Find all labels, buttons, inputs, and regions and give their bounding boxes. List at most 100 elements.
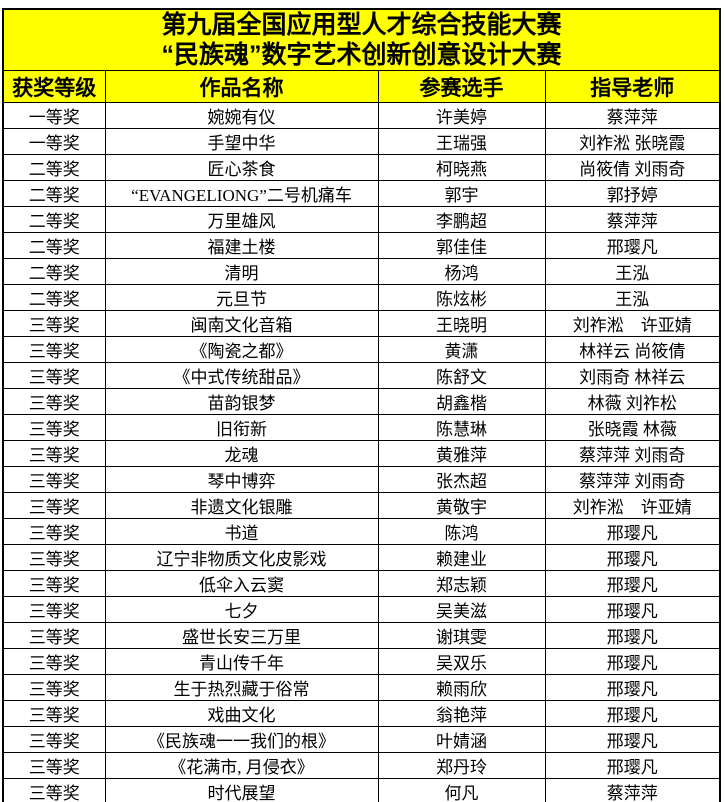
- teacher-cell: 邢璎凡: [544, 700, 721, 727]
- work-name-cell: 苗韵银梦: [104, 388, 379, 415]
- column-header-award-level: 获奖等级: [2, 70, 106, 103]
- table-row: 二等奖 福建土楼 郭佳佳 邢璎凡: [2, 232, 721, 259]
- header-row: 获奖等级 作品名称 参赛选手 指导老师: [2, 70, 721, 103]
- work-name-cell: 福建土楼: [104, 232, 379, 259]
- table-row: 三等奖 辽宁非物质文化皮影戏 赖建业 邢璎凡: [2, 544, 721, 571]
- teacher-cell: 邢璎凡: [544, 570, 721, 597]
- teacher-cell: 林祥云 尚筱倩: [544, 336, 721, 363]
- column-header-work-name: 作品名称: [104, 70, 379, 103]
- teacher-cell: 刘祚淞 许亚婧: [544, 492, 721, 519]
- work-name-cell: 青山传千年: [104, 648, 379, 675]
- contestant-cell: 赖建业: [377, 544, 546, 571]
- table-row: 三等奖 青山传千年 吴双乐 邢璎凡: [2, 648, 721, 675]
- title-line-2: “民族魂”数字艺术创新创意设计大赛: [161, 41, 562, 69]
- award-level-cell: 三等奖: [2, 440, 106, 467]
- award-level-cell: 三等奖: [2, 778, 106, 802]
- teacher-cell: 邢璎凡: [544, 518, 721, 545]
- table-row: 一等奖 手望中华 王瑞强 刘祚淞 张晓霞: [2, 128, 721, 155]
- work-name-cell: 旧衔新: [104, 414, 379, 441]
- contestant-cell: 翁艳萍: [377, 700, 546, 727]
- table-row: 二等奖 万里雄风 李鹏超 蔡萍萍: [2, 206, 721, 233]
- contestant-cell: 何凡: [377, 778, 546, 802]
- teacher-cell: 刘雨奇 林祥云: [544, 362, 721, 389]
- work-name-cell: 手望中华: [104, 128, 379, 155]
- award-level-cell: 二等奖: [2, 154, 106, 181]
- contestant-cell: 李鹏超: [377, 206, 546, 233]
- table-row: 三等奖 非遗文化银雕 黄敬宇 刘祚淞 许亚婧: [2, 492, 721, 519]
- award-level-cell: 三等奖: [2, 492, 106, 519]
- table-row: 二等奖 元旦节 陈炫彬 王泓: [2, 284, 721, 311]
- table-row: 三等奖 时代展望 何凡 蔡萍萍: [2, 778, 721, 802]
- contestant-cell: 柯晓燕: [377, 154, 546, 181]
- table-row: 三等奖 旧衔新 陈慧琳 张晓霞 林薇: [2, 414, 721, 441]
- teacher-cell: 刘祚淞 张晓霞: [544, 128, 721, 155]
- contestant-cell: 黄潇: [377, 336, 546, 363]
- award-level-cell: 三等奖: [2, 362, 106, 389]
- work-name-cell: 《中式传统甜品》: [104, 362, 379, 389]
- work-name-cell: 万里雄风: [104, 206, 379, 233]
- contestant-cell: 郭佳佳: [377, 232, 546, 259]
- award-level-cell: 三等奖: [2, 674, 106, 701]
- work-name-cell: 低伞入云窦: [104, 570, 379, 597]
- teacher-cell: 蔡萍萍: [544, 206, 721, 233]
- work-name-cell: 非遗文化银雕: [104, 492, 379, 519]
- award-level-cell: 二等奖: [2, 232, 106, 259]
- table-row: 三等奖 七夕 吴美滋 邢璎凡: [2, 596, 721, 623]
- teacher-cell: 刘祚淞 许亚婧: [544, 310, 721, 337]
- award-level-cell: 三等奖: [2, 726, 106, 753]
- award-level-cell: 一等奖: [2, 128, 106, 155]
- work-name-cell: 七夕: [104, 596, 379, 623]
- work-name-cell: 生于热烈藏于俗常: [104, 674, 379, 701]
- contestant-cell: 胡鑫楷: [377, 388, 546, 415]
- awards-table: 第九届全国应用型人才综合技能大赛 “民族魂”数字艺术创新创意设计大赛 获奖等级 …: [2, 8, 722, 802]
- contestant-cell: 吴美滋: [377, 596, 546, 623]
- contestant-cell: 郑志颖: [377, 570, 546, 597]
- table-row: 二等奖 匠心茶食 柯晓燕 尚筱倩 刘雨奇: [2, 154, 721, 181]
- teacher-cell: 林薇 刘祚松: [544, 388, 721, 415]
- award-level-cell: 三等奖: [2, 700, 106, 727]
- teacher-cell: 邢璎凡: [544, 544, 721, 571]
- teacher-cell: 张晓霞 林薇: [544, 414, 721, 441]
- work-name-cell: 婉婉有仪: [104, 102, 379, 129]
- teacher-cell: 邢璎凡: [544, 726, 721, 753]
- teacher-cell: 邢璎凡: [544, 232, 721, 259]
- teacher-cell: 邢璎凡: [544, 596, 721, 623]
- work-name-cell: 盛世长安三万里: [104, 622, 379, 649]
- contestant-cell: 王晓明: [377, 310, 546, 337]
- teacher-cell: 蔡萍萍: [544, 102, 721, 129]
- work-name-cell: 辽宁非物质文化皮影戏: [104, 544, 379, 571]
- column-header-teacher: 指导老师: [544, 70, 721, 103]
- contestant-cell: 王瑞强: [377, 128, 546, 155]
- award-level-cell: 三等奖: [2, 544, 106, 571]
- award-level-cell: 三等奖: [2, 414, 106, 441]
- contestant-cell: 吴双乐: [377, 648, 546, 675]
- work-name-cell: 书道: [104, 518, 379, 545]
- award-level-cell: 三等奖: [2, 622, 106, 649]
- contestant-cell: 叶婧涵: [377, 726, 546, 753]
- title-line-1: 第九届全国应用型人才综合技能大赛: [161, 11, 562, 39]
- award-level-cell: 二等奖: [2, 284, 106, 311]
- table-row: 三等奖 《民族魂一一我们的根》 叶婧涵 邢璎凡: [2, 726, 721, 753]
- table-row: 三等奖 《陶瓷之都》 黄潇 林祥云 尚筱倩: [2, 336, 721, 363]
- teacher-cell: 邢璎凡: [544, 674, 721, 701]
- contestant-cell: 郭宇: [377, 180, 546, 207]
- work-name-cell: 《民族魂一一我们的根》: [104, 726, 379, 753]
- teacher-cell: 尚筱倩 刘雨奇: [544, 154, 721, 181]
- table-row: 三等奖 《中式传统甜品》 陈舒文 刘雨奇 林祥云: [2, 362, 721, 389]
- teacher-cell: 王泓: [544, 284, 721, 311]
- work-name-cell: 龙魂: [104, 440, 379, 467]
- award-level-cell: 三等奖: [2, 648, 106, 675]
- table-row: 三等奖 龙魂 黄雅萍 蔡萍萍 刘雨奇: [2, 440, 721, 467]
- work-name-cell: 匠心茶食: [104, 154, 379, 181]
- award-level-cell: 三等奖: [2, 336, 106, 363]
- work-name-cell: 《陶瓷之都》: [104, 336, 379, 363]
- title-row: 第九届全国应用型人才综合技能大赛 “民族魂”数字艺术创新创意设计大赛: [2, 8, 721, 71]
- table-row: 三等奖 《花满市, 月侵衣》 郑丹玲 邢璎凡: [2, 752, 721, 779]
- table-row: 三等奖 戏曲文化 翁艳萍 邢璎凡: [2, 700, 721, 727]
- teacher-cell: 蔡萍萍 刘雨奇: [544, 440, 721, 467]
- table-row: 三等奖 盛世长安三万里 谢琪雯 邢璎凡: [2, 622, 721, 649]
- work-name-cell: 《花满市, 月侵衣》: [104, 752, 379, 779]
- contestant-cell: 许美婷: [377, 102, 546, 129]
- contestant-cell: 郑丹玲: [377, 752, 546, 779]
